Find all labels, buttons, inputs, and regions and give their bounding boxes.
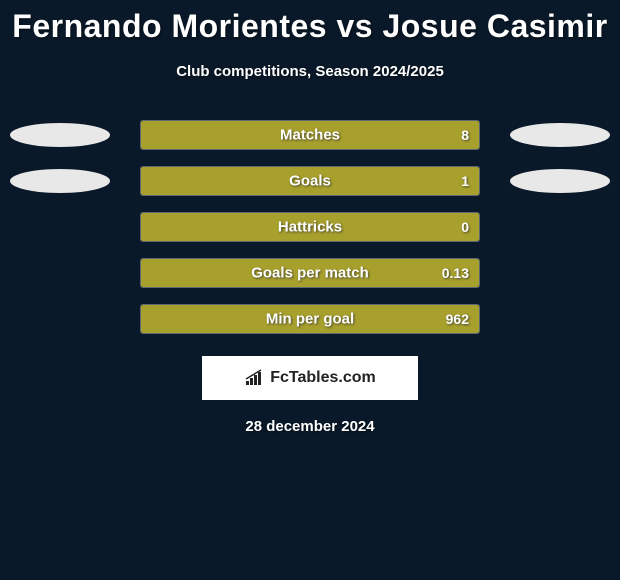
left-marker xyxy=(10,169,110,193)
chart-icon xyxy=(244,369,266,387)
brand-box: FcTables.com xyxy=(202,356,418,400)
bar-track: Goals per match 0.13 xyxy=(140,258,480,288)
stat-row: Goals per match 0.13 xyxy=(0,258,620,288)
stat-label: Goals per match xyxy=(251,265,369,282)
bar-track: Matches 8 xyxy=(140,120,480,150)
subtitle: Club competitions, Season 2024/2025 xyxy=(0,63,620,80)
stat-row: Matches 8 xyxy=(0,120,620,150)
stat-label: Hattricks xyxy=(278,219,342,236)
page-title: Fernando Morientes vs Josue Casimir xyxy=(0,0,620,45)
date-text: 28 december 2024 xyxy=(0,418,620,435)
right-marker xyxy=(510,123,610,147)
stat-value: 8 xyxy=(461,127,469,143)
stat-label: Min per goal xyxy=(266,311,354,328)
stat-value: 1 xyxy=(461,173,469,189)
bar-track: Min per goal 962 xyxy=(140,304,480,334)
stat-label: Matches xyxy=(280,127,340,144)
stats-container: Matches 8 Goals 1 Hattricks 0 Goals per … xyxy=(0,120,620,334)
stat-label: Goals xyxy=(289,173,331,190)
stat-value: 962 xyxy=(446,311,469,327)
right-marker xyxy=(510,169,610,193)
stat-value: 0 xyxy=(461,219,469,235)
stat-row: Hattricks 0 xyxy=(0,212,620,242)
stat-value: 0.13 xyxy=(442,265,469,281)
bar-track: Goals 1 xyxy=(140,166,480,196)
stat-row: Goals 1 xyxy=(0,166,620,196)
brand-text: FcTables.com xyxy=(270,369,376,387)
bar-track: Hattricks 0 xyxy=(140,212,480,242)
stat-row: Min per goal 962 xyxy=(0,304,620,334)
left-marker xyxy=(10,123,110,147)
